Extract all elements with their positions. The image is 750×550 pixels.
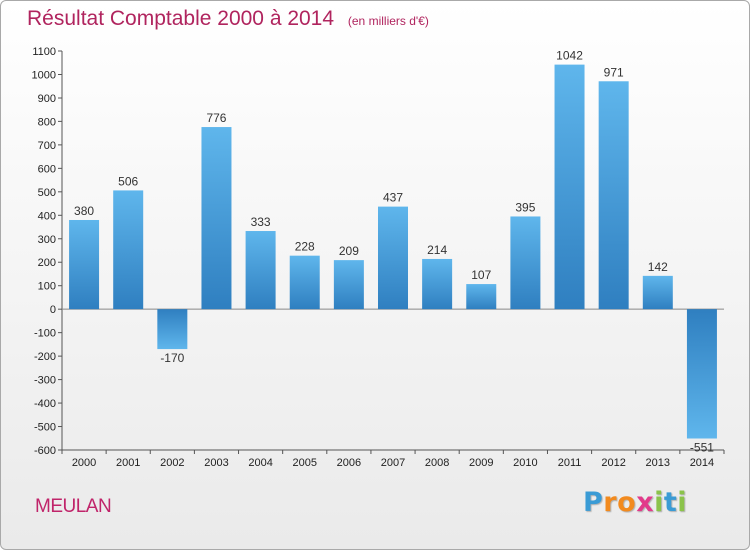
value-label-2002: -170: [160, 351, 184, 365]
y-tick-label: 300: [38, 234, 56, 246]
y-tick-label: 600: [38, 163, 56, 175]
x-tick-label-2014: 2014: [690, 457, 714, 469]
logo-letter: r: [603, 487, 618, 518]
value-label-2005: 228: [295, 240, 315, 254]
y-tick-label: 800: [38, 116, 56, 128]
logo-letter: P: [583, 487, 604, 518]
x-tick-label-2013: 2013: [646, 457, 670, 469]
value-label-2011: 1042: [556, 49, 583, 63]
y-tick-label: 900: [38, 93, 56, 105]
bar-2010: [510, 216, 541, 310]
x-tick-label-2010: 2010: [513, 457, 537, 469]
bar-2003: [201, 127, 232, 310]
chart-title: Résultat Comptable 2000 à 2014 (en milli…: [27, 7, 429, 31]
bar-2001: [113, 190, 144, 310]
y-tick-label: 500: [38, 187, 56, 199]
x-tick-label-2011: 2011: [558, 457, 582, 469]
y-tick-label: 1100: [32, 46, 56, 58]
value-label-2003: 776: [206, 111, 226, 125]
x-tick-label-2000: 2000: [72, 457, 96, 469]
x-tick-label-2008: 2008: [425, 457, 449, 469]
logo-letter: i: [677, 487, 688, 518]
x-tick-label-2004: 2004: [248, 457, 272, 469]
y-tick-label: -600: [34, 445, 56, 457]
bar-2006: [333, 260, 364, 310]
y-tick-label: 0: [50, 304, 56, 316]
value-label-2012: 971: [604, 65, 624, 79]
bar-2013: [642, 275, 673, 310]
logo-letter: t: [663, 487, 678, 518]
x-tick-label-2003: 2003: [204, 457, 228, 469]
logo-letter: i: [654, 487, 664, 518]
value-label-2007: 437: [383, 191, 403, 205]
y-tick-label: 200: [38, 257, 56, 269]
value-label-2006: 209: [339, 244, 359, 258]
x-tick-label-2009: 2009: [469, 457, 493, 469]
value-label-2010: 395: [515, 200, 535, 214]
bar-2000: [69, 219, 100, 310]
y-tick-label: -300: [34, 375, 56, 387]
proxiti-logo: Proxiti: [583, 487, 687, 518]
x-tick-label-2012: 2012: [601, 457, 625, 469]
bar-2004: [245, 231, 276, 310]
y-tick-label: -400: [34, 398, 56, 410]
y-tick-label: 1000: [32, 69, 56, 81]
chart-subtitle: (en milliers d'€): [347, 14, 429, 28]
bar-2014: [686, 309, 717, 439]
value-label-2014: -551: [690, 440, 714, 454]
logo-letter: o: [617, 487, 637, 518]
bars-group: [69, 64, 717, 439]
y-tick-label: -500: [34, 422, 56, 434]
bar-2005: [289, 255, 320, 310]
y-tick-label: -200: [34, 351, 56, 363]
x-tick-label-2005: 2005: [292, 457, 316, 469]
x-tick-label-2001: 2001: [116, 457, 140, 469]
bar-2009: [466, 284, 497, 310]
y-tick-label: 700: [38, 140, 56, 152]
x-tick-label-2006: 2006: [337, 457, 361, 469]
y-tick-label: 100: [38, 281, 56, 293]
labels-group: 380 506 -170 776 333 228 209 437 214 107 395 1042 97…: [74, 49, 714, 455]
chart-title-text: Résultat Comptable 2000 à 2014: [27, 7, 335, 30]
bar-2008: [422, 258, 453, 310]
value-label-2013: 142: [648, 260, 668, 274]
logo-letter: x: [636, 487, 655, 518]
bar-2007: [378, 206, 408, 310]
y-tick-label: -100: [34, 328, 56, 340]
x-tick-label-2007: 2007: [381, 457, 405, 469]
commune-name: MEULAN: [35, 496, 112, 517]
value-label-2001: 506: [118, 174, 138, 188]
value-label-2008: 214: [427, 243, 447, 257]
value-label-2000: 380: [74, 204, 94, 218]
value-label-2009: 107: [471, 268, 491, 282]
x-tick-label-2002: 2002: [160, 457, 184, 469]
bar-2002: [157, 309, 188, 350]
bar-2011: [554, 64, 585, 310]
y-tick-label: 400: [38, 210, 56, 222]
value-label-2004: 333: [251, 215, 271, 229]
bar-2012: [598, 81, 629, 310]
